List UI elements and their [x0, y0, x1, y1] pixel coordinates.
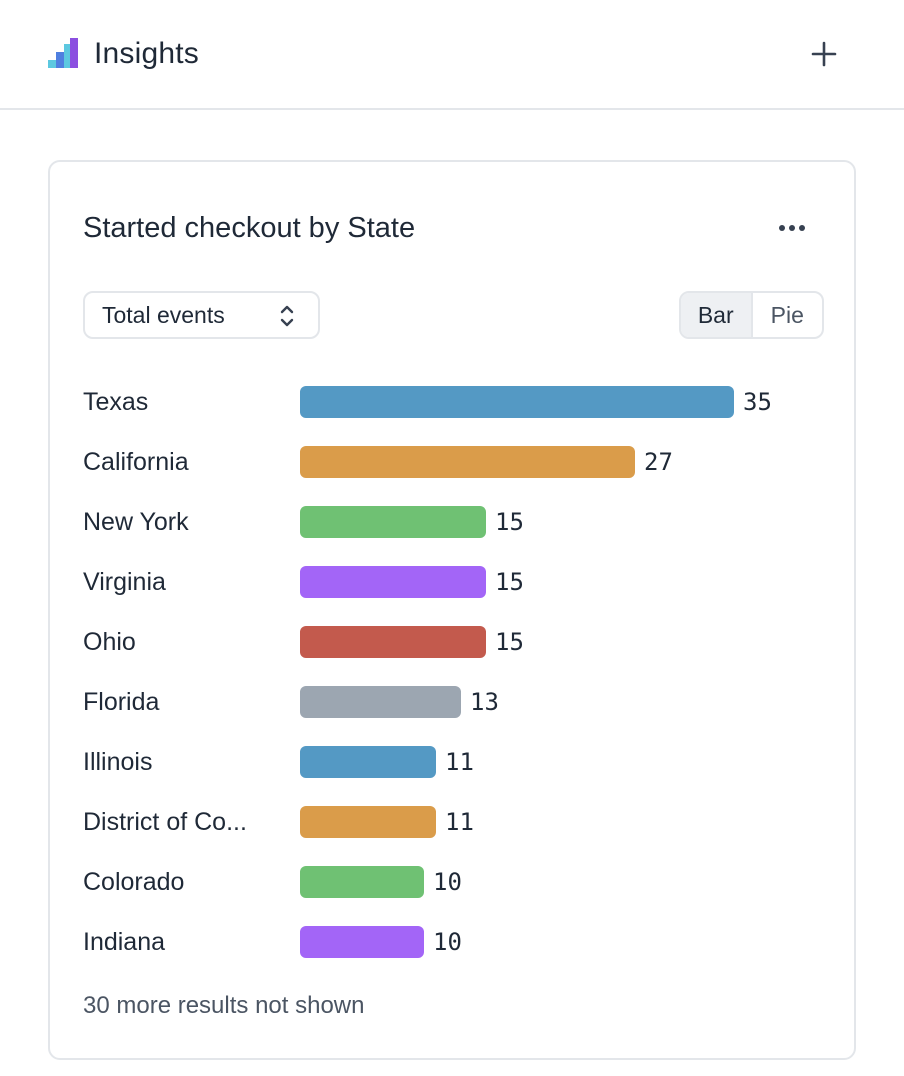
bar-value-label: 10: [433, 928, 462, 956]
chart-row: Virginia 15: [50, 566, 856, 598]
bar-category-label: Ohio: [83, 628, 136, 656]
bar-value-label: 13: [470, 688, 499, 716]
metric-select[interactable]: Total events: [83, 291, 320, 339]
bar-value-label: 15: [495, 568, 524, 596]
more-results-note: 30 more results not shown: [83, 992, 365, 1019]
bar-category-label: Indiana: [83, 928, 166, 956]
chart-row: New York 15: [50, 506, 856, 538]
bar-value-label: 27: [644, 448, 673, 476]
chart-row: Ohio 15: [50, 626, 856, 658]
bar[interactable]: [300, 866, 424, 898]
chart-row: California 27: [50, 446, 856, 478]
plus-icon: [811, 41, 837, 67]
bar[interactable]: [300, 446, 635, 478]
bar-category-label: District of Co...: [83, 808, 247, 836]
bar-value-label: 35: [743, 388, 772, 416]
metric-select-value: Total events: [102, 301, 225, 328]
bar-category-label: Virginia: [83, 568, 166, 596]
bar-value-label: 11: [445, 748, 474, 776]
bar[interactable]: [300, 566, 486, 598]
bar[interactable]: [300, 926, 424, 958]
chevron-up-down-icon: [280, 305, 294, 327]
chart-view-toggle: Bar Pie: [679, 291, 824, 339]
chart-row: Texas 35: [50, 386, 856, 418]
bar-value-label: 15: [495, 628, 524, 656]
bar-category-label: Texas: [83, 388, 149, 416]
bar[interactable]: [300, 746, 436, 778]
insight-card: Started checkout by State Total events B…: [48, 160, 856, 1060]
view-toggle-pie[interactable]: Pie: [770, 301, 804, 328]
bar-value-label: 10: [433, 868, 462, 896]
bar-category-label: California: [83, 448, 189, 476]
card-title: Started checkout by State: [83, 212, 416, 244]
chart-row: Colorado 10: [50, 866, 856, 898]
chart-row: District of Co... 11: [50, 806, 856, 838]
app-header: Insights: [0, 0, 904, 110]
more-options-button[interactable]: [772, 212, 812, 244]
chart-row: Illinois 11: [50, 746, 856, 778]
bar-value-label: 11: [445, 808, 474, 836]
chart-row: Florida 13: [50, 686, 856, 718]
bar[interactable]: [300, 506, 486, 538]
bar-category-label: Illinois: [83, 748, 153, 776]
bar-category-label: New York: [83, 508, 189, 536]
bar[interactable]: [300, 686, 461, 718]
chart-row: Indiana 10: [50, 926, 856, 958]
bar-category-label: Florida: [83, 688, 160, 716]
bar-value-label: 15: [495, 508, 524, 536]
add-insight-button[interactable]: [806, 36, 842, 72]
bar[interactable]: [300, 386, 734, 418]
bar[interactable]: [300, 626, 486, 658]
bar-category-label: Colorado: [83, 868, 185, 896]
bar[interactable]: [300, 806, 436, 838]
bar-chart-logo-icon: [48, 38, 78, 68]
more-horizontal-icon: [779, 225, 785, 231]
app-title: Insights: [94, 37, 199, 70]
view-toggle-bar[interactable]: Bar: [681, 293, 753, 337]
